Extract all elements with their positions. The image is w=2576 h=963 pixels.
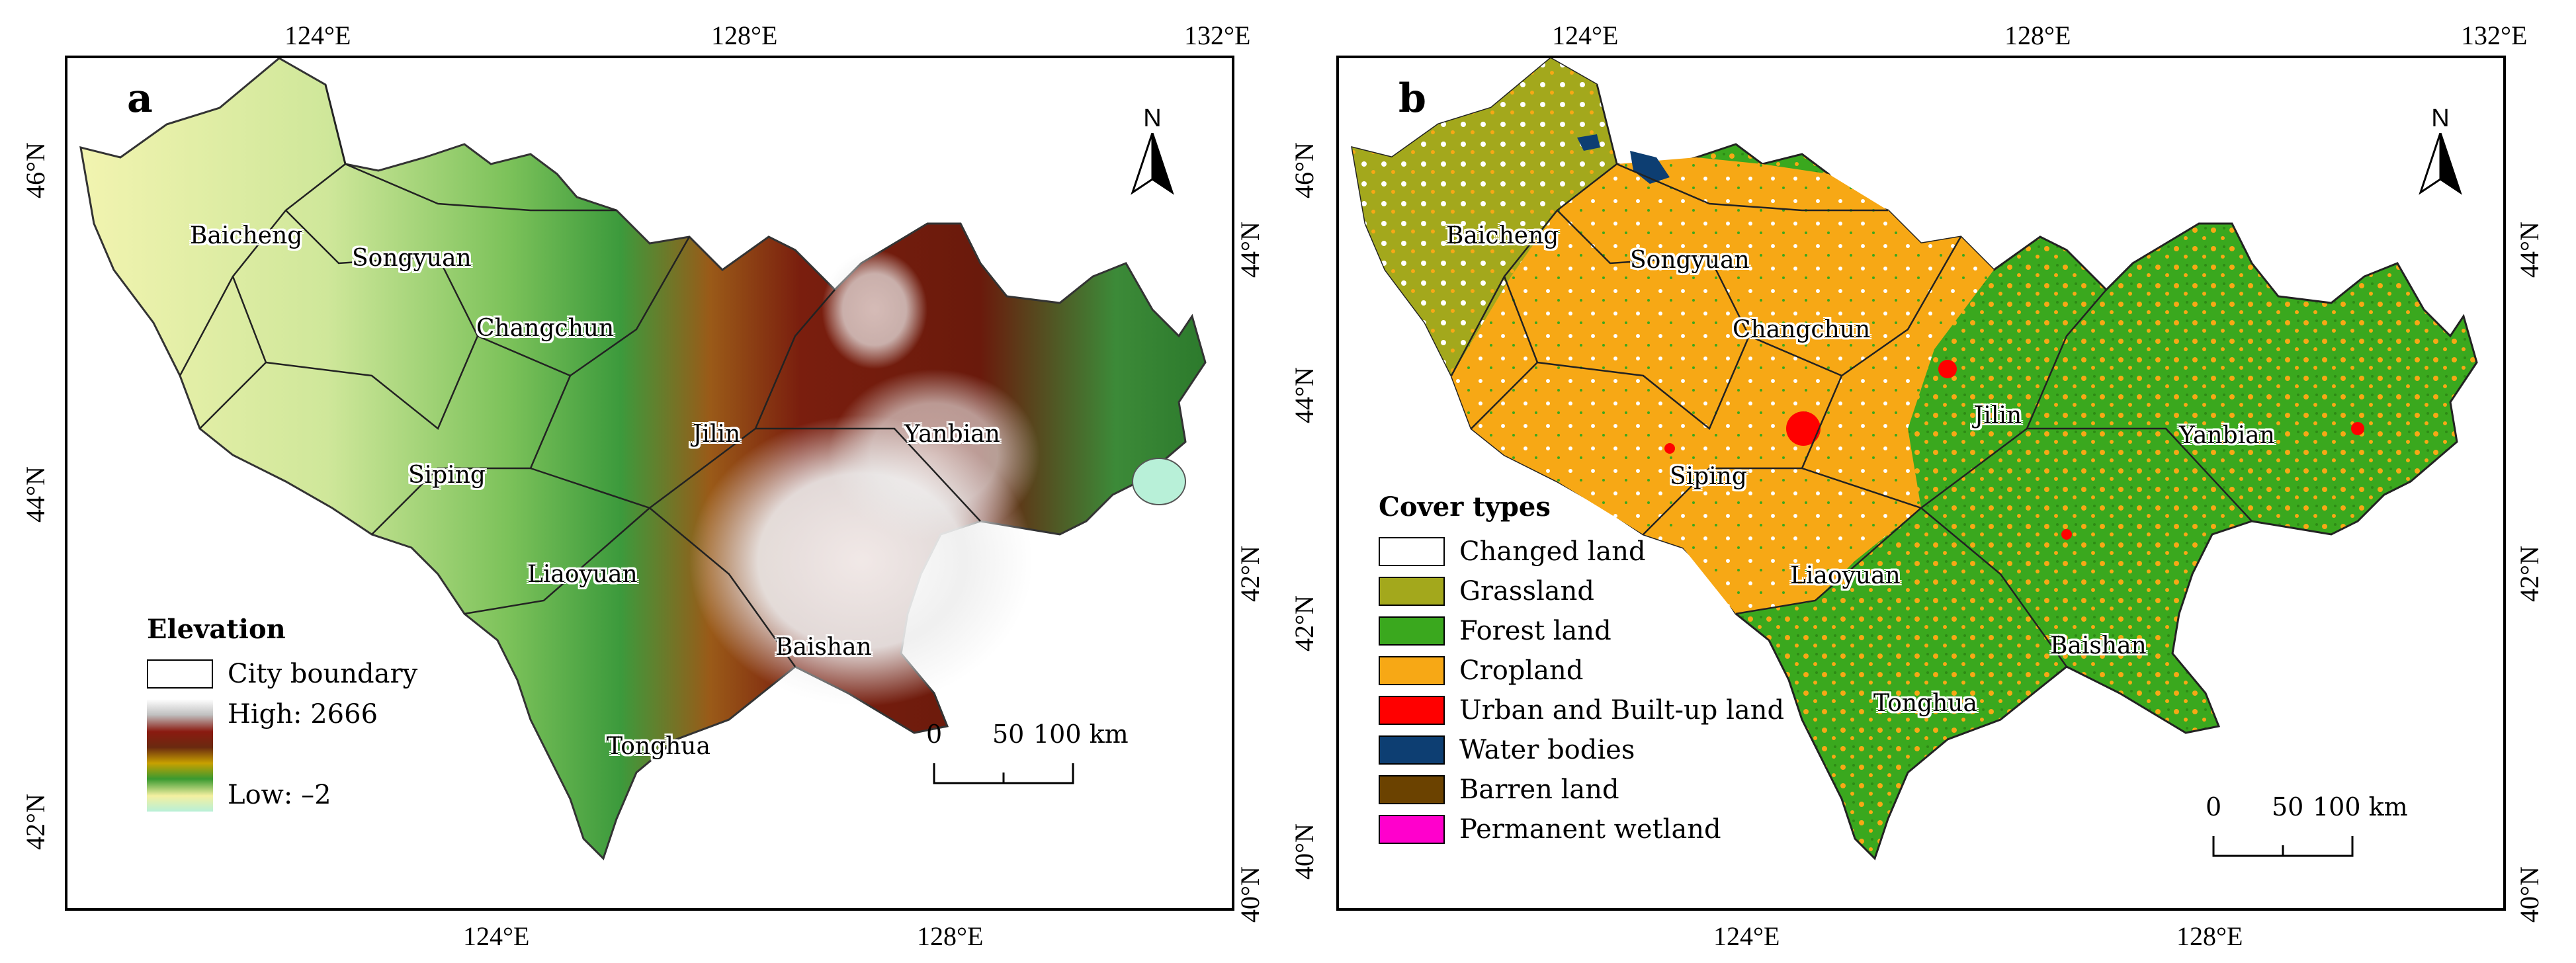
legend-label: Changed land bbox=[1459, 536, 1646, 567]
legend-title: Cover types bbox=[1379, 491, 1551, 523]
legend-low-label: Low: –2 bbox=[228, 780, 331, 810]
elevation-color-ramp: High: 2666 Low: –2 bbox=[147, 699, 378, 812]
legend-label: City boundary bbox=[228, 659, 418, 689]
panel-b-label: b bbox=[1398, 75, 1426, 122]
lat-tick-right: 44°N bbox=[2514, 222, 2544, 278]
legend-item-barren-land: Barren land bbox=[1379, 770, 1784, 810]
lon-tick-top: 128°E bbox=[2004, 21, 2071, 50]
scale-label-0: 0 bbox=[2206, 792, 2222, 821]
legend-title: Elevation bbox=[147, 614, 286, 645]
city-label-tonghua: Tonghua bbox=[1873, 690, 1977, 717]
legend-label: Water bodies bbox=[1459, 735, 1635, 765]
lat-tick-left: 44°N bbox=[21, 466, 50, 523]
lat-tick-left: 46°N bbox=[21, 142, 50, 198]
legend-swatch bbox=[1379, 815, 1445, 844]
city-label-baicheng: Baicheng bbox=[190, 222, 303, 249]
city-label-baishan: Baishan bbox=[775, 634, 872, 661]
city-label-jilin: Jilin bbox=[1974, 402, 2022, 429]
north-arrow: N bbox=[2414, 105, 2467, 197]
jilin-province-shape bbox=[79, 58, 1207, 860]
city-label-baishan: Baishan bbox=[2050, 632, 2147, 659]
north-arrow-icon bbox=[2419, 132, 2462, 195]
lon-tick-top: 132°E bbox=[2461, 21, 2528, 50]
legend-swatch bbox=[1379, 577, 1445, 606]
panel-a-label: a bbox=[127, 75, 153, 122]
landcover-legend: Cover types Changed land Grassland Forest … bbox=[1379, 491, 1784, 849]
city-label-yanbian: Yanbian bbox=[2179, 422, 2275, 449]
lon-tick-bottom: 124°E bbox=[1713, 921, 1780, 951]
legend-label: Forest land bbox=[1459, 616, 1611, 646]
lon-tick-bottom: 128°E bbox=[917, 921, 984, 951]
lat-tick-left: 44°N bbox=[1289, 367, 1319, 423]
scale-bar-line bbox=[933, 763, 1074, 784]
legend-swatch bbox=[1379, 696, 1445, 725]
legend-item-permanent-wetland: Permanent wetland bbox=[1379, 810, 1784, 849]
lon-tick-top: 132°E bbox=[1184, 21, 1251, 50]
city-label-liaoyuan: Liaoyuan bbox=[527, 561, 638, 588]
legend-item-forest-land: Forest land bbox=[1379, 611, 1784, 651]
north-label: N bbox=[1143, 105, 1162, 132]
lon-tick-top: 124°E bbox=[284, 21, 351, 50]
lat-tick-left: 40°N bbox=[1289, 823, 1319, 880]
lon-tick-bottom: 128°E bbox=[2176, 921, 2243, 951]
legend-label: Cropland bbox=[1459, 655, 1584, 686]
lat-tick-right: 44°N bbox=[1235, 222, 1265, 278]
lon-tick-bottom: 124°E bbox=[463, 921, 530, 951]
legend-label: Permanent wetland bbox=[1459, 814, 1721, 845]
scale-bar-line bbox=[2212, 836, 2354, 857]
elevation-map-graphic bbox=[79, 58, 1207, 860]
lon-tick-top: 124°E bbox=[1552, 21, 1619, 50]
lat-tick-left: 46°N bbox=[1289, 142, 1319, 198]
city-label-liaoyuan: Liaoyuan bbox=[1790, 562, 1901, 589]
legend-high-label: High: 2666 bbox=[228, 699, 378, 730]
lat-tick-right: 40°N bbox=[2514, 866, 2544, 923]
city-label-siping: Siping bbox=[408, 462, 486, 489]
north-arrow-icon bbox=[1131, 132, 1174, 195]
scale-label-0: 0 bbox=[926, 720, 943, 749]
legend-swatch bbox=[1379, 537, 1445, 566]
legend-item-cropland: Cropland bbox=[1379, 651, 1784, 691]
legend-label: Grassland bbox=[1459, 576, 1594, 607]
city-label-siping: Siping bbox=[1670, 463, 1747, 490]
legend-swatch bbox=[1379, 656, 1445, 685]
scale-label-50: 50 bbox=[2272, 792, 2304, 821]
legend-item-city-boundary: City boundary bbox=[147, 654, 417, 694]
lat-tick-right: 42°N bbox=[1235, 546, 1265, 602]
lat-tick-right: 40°N bbox=[1235, 866, 1265, 923]
north-arrow: N bbox=[1126, 105, 1179, 197]
city-label-jilin: Jilin bbox=[693, 421, 741, 448]
scale-label-50: 50 bbox=[992, 720, 1025, 749]
landcover-map-graphic bbox=[1351, 58, 2478, 860]
panel-b-landcover-map: b Baicheng Songyuan Changchun Jilin Yanb… bbox=[1336, 56, 2506, 911]
north-label: N bbox=[2431, 105, 2450, 132]
city-label-yanbian: Yanbian bbox=[904, 421, 1000, 448]
city-label-tonghua: Tonghua bbox=[607, 733, 710, 760]
scale-bar: 0 50 100 km bbox=[2206, 792, 2408, 865]
elevation-legend: Elevation City boundary High: 2666 Low: … bbox=[147, 614, 417, 812]
legend-label: Barren land bbox=[1459, 775, 1619, 805]
lat-tick-left: 42°N bbox=[21, 794, 50, 850]
legend-swatch bbox=[1379, 616, 1445, 646]
city-label-baicheng: Baicheng bbox=[1446, 222, 1559, 249]
city-label-changchun: Changchun bbox=[1733, 316, 1871, 343]
scale-label-100: 100 km bbox=[1033, 720, 1129, 749]
panel-a-elevation-map: a Baicheng Songyuan Changchun Jilin Yanb… bbox=[65, 56, 1234, 911]
legend-swatch bbox=[147, 659, 213, 689]
lat-tick-right: 42°N bbox=[2514, 546, 2544, 602]
city-label-changchun: Changchun bbox=[476, 315, 615, 342]
legend-label: Urban and Built-up land bbox=[1459, 695, 1785, 726]
legend-item-changed-land: Changed land bbox=[1379, 532, 1784, 571]
elevation-ramp-swatch bbox=[147, 699, 213, 812]
legend-swatch bbox=[1379, 735, 1445, 765]
legend-item-water-bodies: Water bodies bbox=[1379, 730, 1784, 770]
city-label-songyuan: Songyuan bbox=[1630, 247, 1750, 274]
city-label-songyuan: Songyuan bbox=[352, 245, 472, 272]
legend-swatch bbox=[1379, 775, 1445, 804]
legend-item-urban-and-built-up-land: Urban and Built-up land bbox=[1379, 691, 1784, 730]
scale-bar: 0 50 100 km bbox=[926, 720, 1129, 792]
lat-tick-left: 42°N bbox=[1289, 595, 1319, 651]
scale-label-100: 100 km bbox=[2313, 792, 2408, 821]
legend-item-grassland: Grassland bbox=[1379, 571, 1784, 611]
lon-tick-top: 128°E bbox=[711, 21, 778, 50]
